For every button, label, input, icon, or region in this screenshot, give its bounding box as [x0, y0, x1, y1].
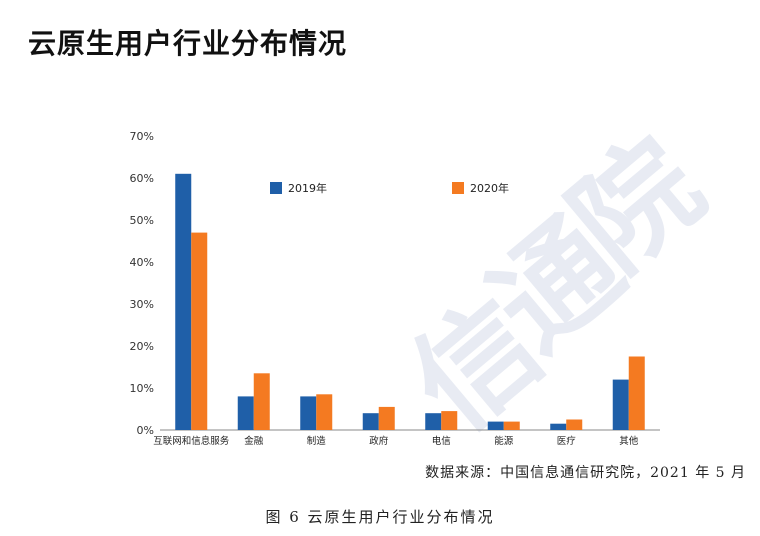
y-tick-label: 30% — [130, 298, 154, 311]
bar-series-1 — [362, 413, 379, 430]
x-tick-label: 政府 — [369, 435, 389, 447]
bar-series-1 — [300, 396, 317, 430]
page-title: 云原生用户行业分布情况 — [28, 27, 348, 60]
y-tick-label: 10% — [130, 382, 154, 395]
x-tick-label: 金融 — [244, 435, 264, 447]
y-tick-label: 60% — [130, 172, 154, 185]
bar-series-2 — [503, 421, 520, 430]
y-tick-label: 40% — [130, 256, 154, 269]
legend: 2019年 2020年 — [270, 181, 509, 195]
bar-series-2 — [316, 394, 333, 430]
bar-series-1 — [175, 173, 192, 431]
y-tick-label: 0% — [137, 424, 154, 437]
bar-series-2 — [253, 373, 270, 430]
bar-series-1 — [550, 423, 567, 430]
bar-series-group — [175, 173, 645, 431]
x-tick-label: 医疗 — [557, 435, 577, 447]
bar-series-2 — [378, 406, 395, 430]
y-tick-label: 70% — [130, 130, 154, 143]
y-tick-label: 20% — [130, 340, 154, 353]
bar-series-2 — [191, 232, 208, 430]
legend-swatch — [270, 182, 282, 194]
bar-chart: 0% 10% 20% 30% 40% 50% 60% 70% 互联网和信息服务 金融 制造 政府 电信… — [130, 130, 660, 447]
x-tick-label: 互联网和信息服务 — [153, 435, 230, 447]
bar-series-2 — [566, 419, 583, 430]
legend-label: 2019年 — [288, 181, 327, 195]
figure-caption: 图 6 云原生用户行业分布情况 — [265, 508, 495, 526]
y-tick-label: 50% — [130, 214, 154, 227]
x-tick-label: 电信 — [432, 435, 451, 447]
legend-swatch — [452, 182, 464, 194]
bar-series-1 — [425, 413, 442, 430]
x-tick-label: 其他 — [619, 435, 639, 447]
x-tick-label: 制造 — [307, 435, 327, 447]
bar-series-1 — [237, 396, 254, 430]
x-axis: 互联网和信息服务 金融 制造 政府 电信 能源 医疗 其他 — [153, 429, 660, 447]
y-axis: 0% 10% 20% 30% 40% 50% 60% 70% — [130, 130, 154, 437]
bar-series-2 — [628, 356, 645, 430]
source-note: 数据来源：中国信息通信研究院，2021 年 5 月 — [425, 465, 746, 481]
bar-series-1 — [487, 421, 504, 430]
x-tick-label: 能源 — [494, 435, 514, 447]
bar-series-2 — [441, 411, 458, 430]
legend-label: 2020年 — [470, 181, 509, 195]
bar-series-1 — [612, 379, 629, 430]
